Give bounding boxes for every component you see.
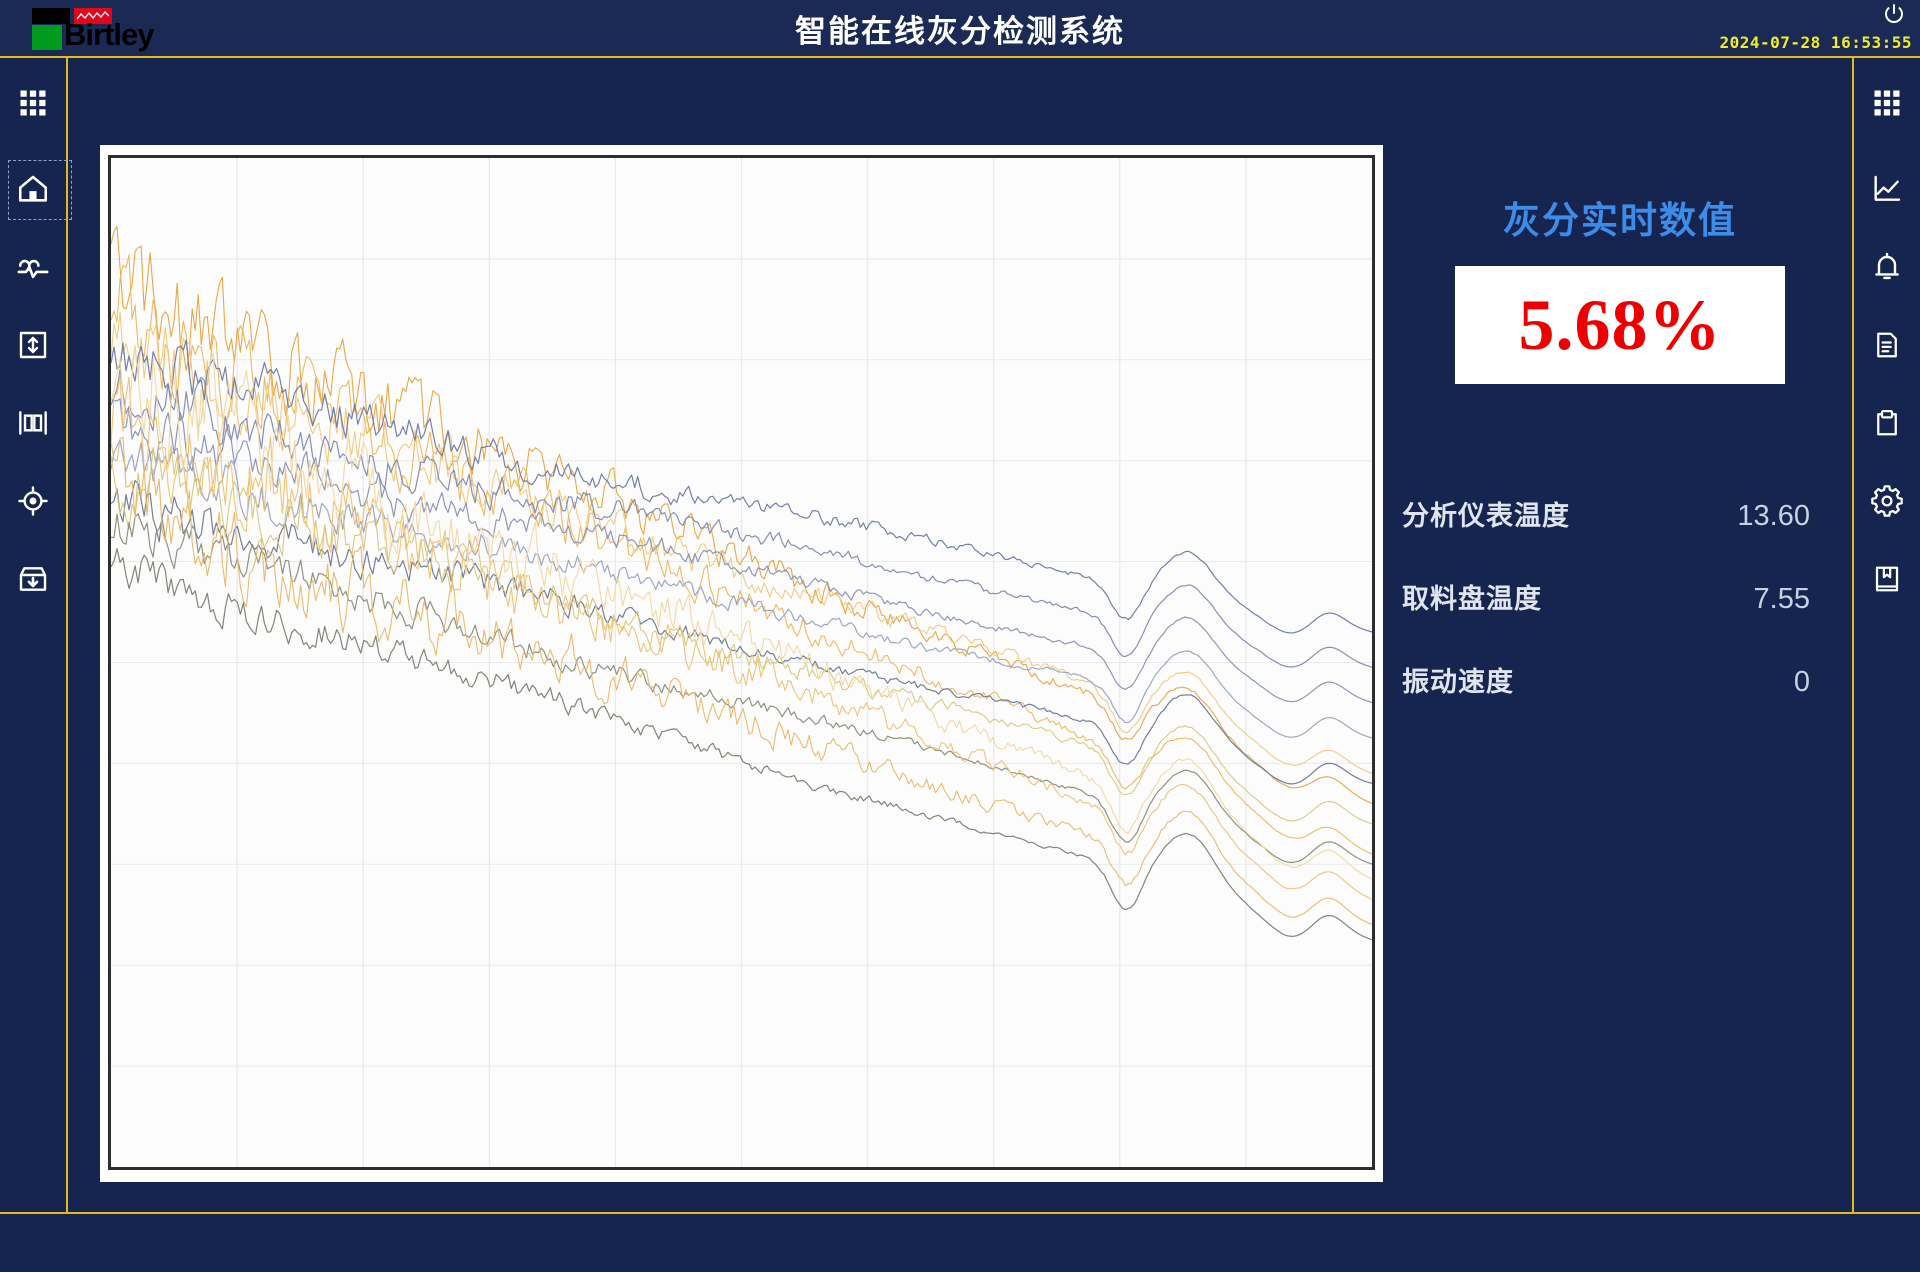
- pulse-icon: [17, 259, 49, 279]
- page-title: 智能在线灰分检测系统: [795, 14, 1125, 49]
- ash-panel-title: 灰分实时数值: [1503, 200, 1737, 241]
- datetime-display: 2024-07-28 16:53:55: [1719, 33, 1912, 52]
- right-sidebar: [1854, 58, 1920, 1212]
- sidebar-item-pulse[interactable]: [0, 234, 66, 300]
- parameter-value: 0: [1793, 666, 1810, 698]
- parameter-value: 7.55: [1753, 583, 1810, 615]
- logo-red-block: [74, 8, 112, 24]
- parameter-label: 分析仪表温度: [1402, 501, 1570, 531]
- sidebar-item-report[interactable]: [1854, 312, 1920, 378]
- left-sidebar: [0, 58, 72, 1212]
- clipboard-icon: [1877, 410, 1897, 436]
- logo-green-block: [32, 25, 62, 50]
- parameter-label: 取料盘温度: [1402, 584, 1542, 614]
- logo-waveform-icon: [77, 11, 109, 20]
- sidebar-item-settings[interactable]: [1854, 468, 1920, 534]
- sidebar-item-records[interactable]: [1854, 390, 1920, 456]
- bell-icon: [1875, 252, 1899, 280]
- ash-value-box: 5.68%: [1455, 266, 1785, 384]
- line-chart-icon: [1874, 175, 1901, 201]
- gear-icon: [1871, 485, 1903, 517]
- ash-info-panel: 灰分实时数值 5.68% 分析仪表温度 13.60 取料盘温度 7.55 振动速…: [1400, 190, 1840, 743]
- spectrum-chart-panel: [100, 145, 1383, 1182]
- grid-icon: [1874, 90, 1900, 116]
- app-header: Birtley 智能在线灰分检测系统 2024-07-28 16:53:55: [0, 0, 1920, 56]
- sidebar-item-calibration[interactable]: [0, 312, 66, 378]
- right-sidebar-divider: [1852, 56, 1854, 1214]
- sidebar-item-sampling[interactable]: [0, 546, 66, 612]
- logo-black-block: [32, 8, 70, 24]
- parameter-value: 13.60: [1737, 500, 1810, 532]
- sidebar-item-alarm[interactable]: [1854, 234, 1920, 300]
- parameter-label: 振动速度: [1402, 667, 1514, 697]
- spectrum-chart-canvas: [111, 158, 1372, 1167]
- sidebar-item-spectrum[interactable]: [0, 390, 66, 456]
- sidebar-item-home[interactable]: [0, 156, 72, 222]
- inbox-down-icon: [19, 567, 47, 591]
- sidebar-item-target[interactable]: [0, 468, 66, 534]
- parameter-list: 分析仪表温度 13.60 取料盘温度 7.55 振动速度 0: [1400, 494, 1840, 699]
- document-icon: [1877, 332, 1897, 358]
- sidebar-item-grid-right[interactable]: [1854, 70, 1920, 136]
- bars-icon: [19, 411, 47, 435]
- book-icon: [1875, 566, 1899, 592]
- parameter-row: 分析仪表温度 13.60: [1400, 494, 1840, 533]
- footer-divider: [0, 1212, 1920, 1214]
- grid-icon: [20, 90, 46, 116]
- logo-text: Birtley: [64, 17, 154, 52]
- sidebar-item-manual[interactable]: [1854, 546, 1920, 612]
- updown-box-icon: [19, 331, 47, 359]
- left-sidebar-divider: [66, 56, 68, 1214]
- sidebar-item-trend[interactable]: [1854, 156, 1920, 222]
- parameter-row: 取料盘温度 7.55: [1400, 577, 1840, 616]
- birtley-logo: Birtley: [18, 6, 158, 52]
- sidebar-item-grid[interactable]: [0, 70, 66, 136]
- spectrum-chart[interactable]: [108, 155, 1375, 1170]
- ash-value: 5.68%: [1518, 284, 1722, 365]
- parameter-row: 振动速度 0: [1400, 660, 1840, 699]
- target-icon: [18, 486, 48, 516]
- power-icon[interactable]: [1882, 2, 1906, 26]
- home-icon: [18, 175, 48, 202]
- header-divider: [0, 56, 1920, 58]
